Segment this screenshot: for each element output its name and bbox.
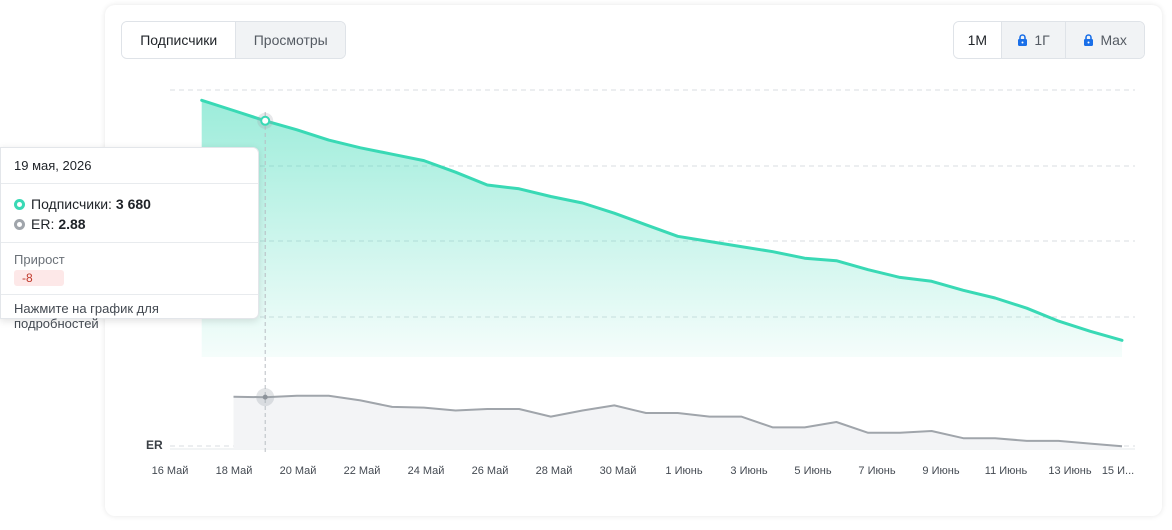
tooltip-subscribers-label: Подписчики: [31, 196, 112, 212]
period-max-button[interactable]: Max [1065, 22, 1144, 58]
lock-icon [1018, 34, 1028, 46]
x-tick-label: 20 Май [280, 465, 317, 477]
tab-subscribers[interactable]: Подписчики [122, 22, 236, 58]
x-tick-label: 1 Июнь [665, 465, 702, 477]
tooltip-er-value: 2.88 [58, 216, 86, 232]
er-area [233, 395, 1122, 449]
x-tick-label: 24 Май [408, 465, 445, 477]
period-1y-label: 1Г [1034, 32, 1050, 48]
er-dot-icon [14, 218, 25, 230]
tooltip-date: 19 мая, 2026 [1, 148, 258, 184]
lock-icon [1084, 34, 1094, 46]
subscribers-dot-icon [14, 198, 25, 210]
x-tick-label: 11 Июнь [985, 465, 1028, 477]
chart-tooltip: 19 мая, 2026 Подписчики: 3 680 ER: 2.88 … [0, 147, 259, 331]
x-tick-label: 13 Июнь [1048, 465, 1092, 477]
tooltip-er-label: ER: [31, 216, 55, 232]
x-tick-label: 18 Май [216, 465, 253, 477]
subscribers-marker [260, 115, 271, 126]
x-tick-label: 7 Июнь [858, 465, 895, 477]
tooltip-subscribers-value: 3 680 [115, 196, 151, 212]
x-tick-label: 28 Май [536, 465, 573, 477]
tooltip-gain: Прирост -8 [1, 243, 258, 295]
er-marker [262, 394, 268, 400]
tooltip-er-row: ER: 2.88 [14, 214, 245, 234]
x-tick-label: 3 Июнь [730, 465, 767, 477]
tooltip-subscribers-row: Подписчики: 3 680 [14, 194, 245, 214]
subscribers-line [200, 98, 1124, 342]
period-1y-button[interactable]: 1Г [1000, 22, 1066, 58]
tooltip-values: Подписчики: 3 680 ER: 2.88 [1, 184, 258, 243]
x-tick-label: 5 Июнь [794, 465, 831, 477]
period-switch: 1M 1Г Max [953, 21, 1145, 59]
er-line [233, 394, 1123, 448]
tab-subscribers-label: Подписчики [140, 32, 218, 48]
tooltip-gain-label: Прирост [14, 252, 65, 267]
x-tick-label: 9 Июнь [922, 465, 959, 477]
x-tick-label: 15 И... [1102, 465, 1134, 477]
period-1m-label: 1M [967, 32, 988, 48]
tooltip-hint: Нажмите на график для подробностей [14, 301, 159, 331]
tooltip-gain-badge: -8 [14, 270, 64, 286]
period-1m-button[interactable]: 1M [954, 22, 1001, 58]
tab-views-label: Просмотры [253, 32, 328, 48]
x-tick-label: 30 Май [600, 465, 637, 477]
x-tick-label: 26 Май [472, 465, 509, 477]
tab-views[interactable]: Просмотры [235, 22, 345, 58]
subscribers-area [201, 100, 1122, 358]
metric-switch: Подписчики Просмотры [121, 21, 346, 59]
period-max-label: Max [1100, 32, 1127, 48]
x-tick-label: 16 Май [152, 465, 189, 477]
er-axis-label: ER [146, 438, 163, 452]
x-tick-label: 22 Май [344, 465, 381, 477]
